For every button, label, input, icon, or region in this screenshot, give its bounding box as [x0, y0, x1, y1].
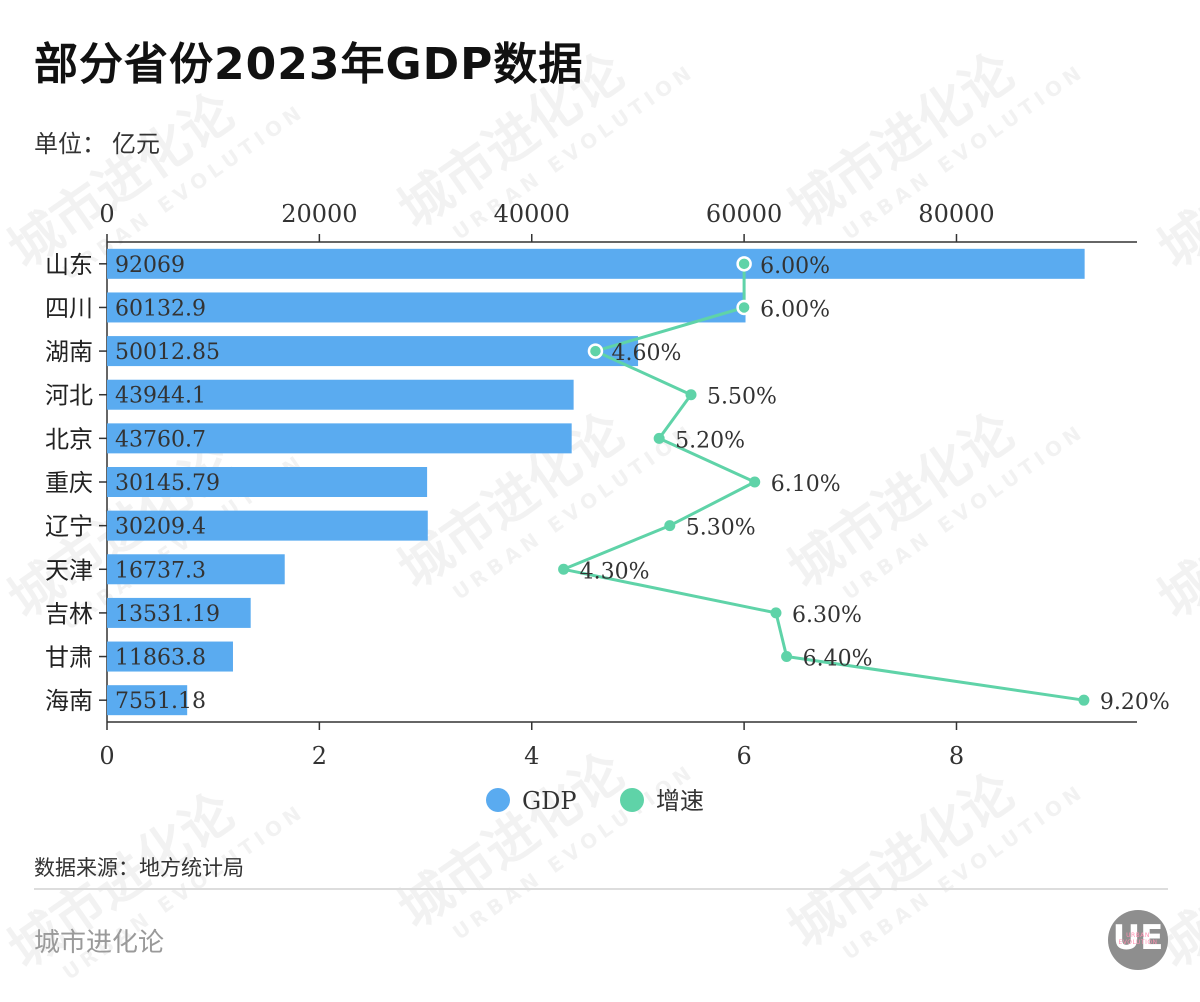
gdp-bar-label: 30145.79 — [115, 471, 220, 496]
growth-label: 5.50% — [707, 385, 777, 410]
province-label: 吉林 — [45, 600, 93, 628]
growth-point — [736, 256, 752, 272]
bottom-axis-tick-label: 4 — [524, 742, 539, 770]
logo-subtext: URBAN EVOLUTION — [1118, 932, 1158, 946]
province-label: 北京 — [45, 425, 93, 453]
gdp-bar-label: 13531.19 — [115, 602, 220, 627]
gdp-bar — [107, 510, 428, 541]
legend-growth-label: 增速 — [656, 787, 704, 815]
gdp-bar — [107, 336, 639, 367]
gdp-bar — [107, 423, 572, 454]
unit-prefix: 单位： — [34, 130, 106, 158]
province-label: 湖南 — [45, 338, 93, 366]
province-label: 海南 — [45, 687, 93, 715]
bottom-axis-tick-label: 2 — [312, 742, 327, 770]
province-label: 山东 — [45, 251, 93, 279]
bottom-axis-tick-label: 6 — [736, 742, 751, 770]
growth-point — [1078, 694, 1090, 706]
growth-point — [653, 432, 665, 444]
logo-text: UE — [1112, 918, 1164, 958]
source-label: 数据来源： — [34, 856, 139, 880]
gdp-bar-label: 43760.7 — [115, 427, 206, 452]
province-label: 四川 — [45, 294, 93, 322]
legend-gdp-marker — [486, 788, 510, 812]
growth-label: 4.60% — [611, 341, 681, 366]
unit-label: 单位： 亿元 — [34, 124, 160, 159]
brand-logo: UE URBAN EVOLUTION — [1108, 910, 1168, 970]
gdp-bar-label: 30209.4 — [115, 515, 206, 540]
growth-point — [749, 476, 761, 488]
growth-label: 6.00% — [760, 254, 830, 279]
growth-point — [558, 563, 570, 575]
unit-value: 亿元 — [112, 130, 160, 158]
gdp-bar — [107, 554, 285, 585]
gdp-bar-label: 60132.9 — [115, 296, 206, 321]
growth-label: 6.40% — [803, 647, 873, 672]
legend-gdp-label: GDP — [522, 787, 577, 815]
chart-svg: 0 20000 40000 60000 80000 0 2 4 6 8 92069 山东 60132.9… — [45, 200, 1170, 815]
gdp-bar — [107, 597, 251, 628]
gdp-bar-label: 50012.85 — [115, 340, 220, 365]
gdp-bar — [107, 641, 233, 672]
top-axis-tick-label: 60000 — [706, 200, 782, 228]
top-axis-tick-label: 80000 — [918, 200, 994, 228]
growth-label: 6.10% — [771, 472, 841, 497]
growth-point — [781, 651, 793, 663]
growth-point — [770, 607, 782, 619]
growth-label: 4.30% — [580, 559, 650, 584]
top-axis-tick-label: 20000 — [281, 200, 357, 228]
gdp-bar — [107, 292, 746, 323]
footer-divider — [34, 888, 1168, 890]
growth-label: 5.20% — [675, 428, 745, 453]
province-label: 重庆 — [45, 469, 93, 497]
growth-label: 6.30% — [792, 603, 862, 628]
top-axis-tick-label: 0 — [99, 200, 114, 228]
gdp-bar — [107, 379, 574, 410]
chart-title: 部分省份2023年GDP数据 — [34, 39, 584, 90]
gdp-bar-label: 11863.8 — [115, 646, 206, 671]
gdp-bar-label: 16737.3 — [115, 558, 206, 583]
growth-label: 9.20% — [1100, 690, 1170, 715]
province-label: 甘肃 — [45, 644, 93, 672]
gdp-bar — [107, 467, 428, 497]
legend-growth-marker — [620, 788, 644, 812]
source-value: 地方统计局 — [139, 856, 244, 880]
province-label: 天津 — [45, 556, 93, 584]
gdp-bar-label: 7551.18 — [115, 689, 206, 714]
growth-label: 5.30% — [686, 516, 756, 541]
gdp-bar — [107, 248, 1085, 279]
data-source: 数据来源：地方统计局 — [34, 852, 244, 882]
bottom-axis-tick-label: 0 — [99, 742, 114, 770]
province-label: 河北 — [45, 382, 93, 410]
growth-point — [587, 343, 604, 359]
gdp-bar-label: 92069 — [115, 253, 185, 278]
province-label: 辽宁 — [45, 513, 93, 541]
brand-name: 城市进化论 — [34, 928, 165, 958]
gdp-bar-label: 43944.1 — [115, 384, 206, 409]
growth-point — [736, 299, 752, 316]
growth-label: 6.00% — [760, 297, 830, 322]
gdp-bar — [107, 685, 188, 716]
growth-point — [685, 389, 697, 401]
growth-point — [664, 520, 676, 532]
bottom-axis-tick-label: 8 — [949, 742, 964, 770]
top-axis-tick-label: 40000 — [494, 200, 570, 228]
